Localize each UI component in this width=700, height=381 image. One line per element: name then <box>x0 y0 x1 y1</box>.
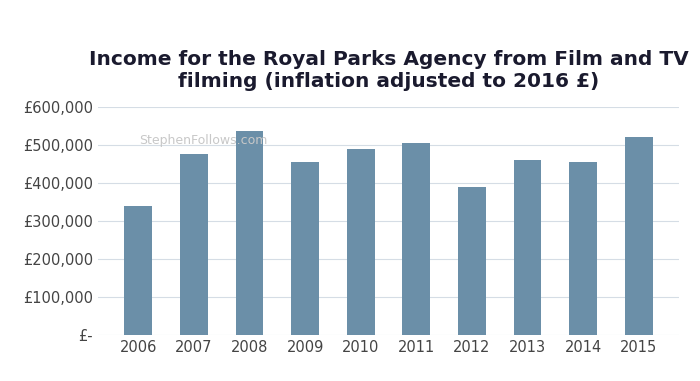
Title: Income for the Royal Parks Agency from Film and TV
filming (inflation adjusted t: Income for the Royal Parks Agency from F… <box>89 50 688 91</box>
Bar <box>514 160 541 335</box>
Bar <box>569 162 597 335</box>
Bar <box>346 149 374 335</box>
Bar <box>236 131 263 335</box>
Bar <box>458 187 486 335</box>
Bar <box>402 143 430 335</box>
Bar <box>625 137 652 335</box>
Bar <box>180 154 208 335</box>
Text: StephenFollows.com: StephenFollows.com <box>139 134 267 147</box>
Bar <box>291 162 319 335</box>
Bar <box>125 206 152 335</box>
